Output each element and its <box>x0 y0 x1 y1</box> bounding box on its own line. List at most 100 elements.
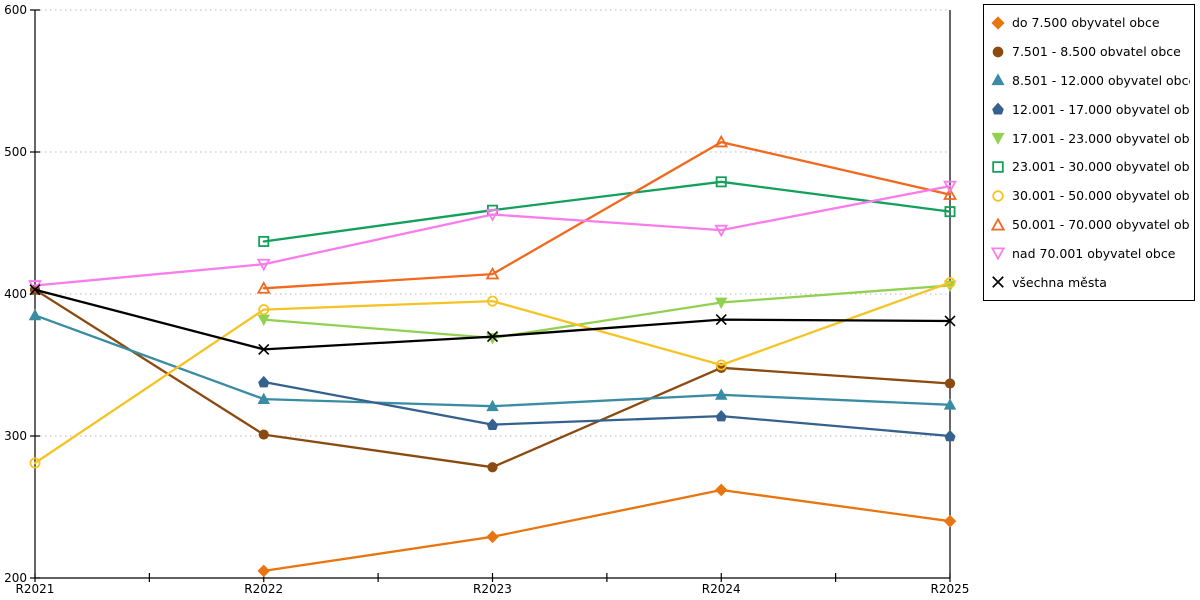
x-tick-label: R2023 <box>473 582 512 596</box>
diamond-marker-icon <box>714 483 728 497</box>
square-marker-icon <box>258 235 270 247</box>
triangle-up-legend-marker-icon <box>991 73 1005 87</box>
series-line-7 <box>262 140 952 290</box>
legend-label: 30.001 - 50.000 obyvatel obc... <box>1012 188 1190 204</box>
pentagon-up-legend-marker-icon <box>991 102 1005 116</box>
series-9 <box>29 284 956 355</box>
x-marker-icon <box>992 276 1004 288</box>
series-0 <box>257 483 957 578</box>
series-1 <box>29 284 956 473</box>
series-8 <box>28 180 957 293</box>
triangle-up-marker-icon <box>991 217 1005 231</box>
y-tick-label: 300 <box>4 429 27 443</box>
circle-legend-marker-icon <box>991 45 1005 59</box>
series-7 <box>256 134 957 294</box>
diamond-marker-icon <box>943 514 957 528</box>
series-line-2 <box>33 314 952 408</box>
x-marker-icon <box>29 284 41 296</box>
triangle-up-marker-icon <box>28 308 42 321</box>
series-6 <box>29 277 956 469</box>
triangle-down-marker-icon <box>715 297 728 309</box>
y-tick-label: 500 <box>4 145 27 159</box>
diamond-legend-marker-icon <box>991 16 1005 30</box>
legend-item-7: 50.001 - 70.000 obyvatel obc... <box>991 212 1190 238</box>
series-line-8 <box>33 184 952 287</box>
circle-marker-icon <box>486 295 498 307</box>
legend-label: 8.501 - 12.000 obyvatel obce <box>1012 72 1190 88</box>
pentagon-up-marker-icon <box>715 409 727 422</box>
series-line-1 <box>33 288 952 469</box>
legend-item-9: všechna města <box>991 269 1190 295</box>
circle-marker-icon <box>715 359 727 371</box>
circle-marker-icon <box>29 457 41 469</box>
legend-label: 17.001 - 23.000 obyvatel obc... <box>1012 130 1190 146</box>
y-tick-label: 400 <box>4 287 27 301</box>
square-marker-icon <box>992 161 1004 173</box>
series-5 <box>258 176 956 247</box>
x-tick-label: R2022 <box>244 582 283 596</box>
legend-label: do 7.500 obyvatel obce <box>1012 15 1160 31</box>
triangle-down-marker-icon <box>991 132 1005 145</box>
series-3 <box>258 375 956 442</box>
x-tick-label: R2021 <box>16 582 55 596</box>
triangle-down-marker-icon <box>485 209 500 222</box>
triangle-down-legend-marker-icon <box>991 131 1005 145</box>
triangle-up-marker-icon <box>715 388 728 400</box>
triangle-up-marker-icon <box>943 398 957 410</box>
circle-marker-icon <box>258 304 270 316</box>
legend-label: 23.001 - 30.000 obyvatel obc... <box>1012 159 1190 175</box>
triangle-up-marker-icon <box>486 399 499 412</box>
legend-item-8: nad 70.001 obyvatel obce <box>991 240 1190 266</box>
triangle-up-marker-icon <box>256 281 271 294</box>
x-tick-label: R2025 <box>931 582 970 596</box>
diamond-marker-icon <box>991 16 1005 30</box>
circle-legend-marker-icon <box>991 189 1005 203</box>
legend-label: všechna města <box>1012 274 1107 290</box>
legend-item-6: 30.001 - 50.000 obyvatel obc... <box>991 183 1190 209</box>
legend-item-1: 7.501 - 8.500 obvatel obce <box>991 39 1190 65</box>
circle-marker-icon <box>944 378 956 389</box>
legend-label: 12.001 - 17.000 obyvatel obc... <box>1012 101 1190 117</box>
series-2 <box>28 308 957 412</box>
y-tick-label: 200 <box>4 571 27 585</box>
triangle-down-marker-icon <box>943 180 957 194</box>
triangle-up-marker-icon <box>943 187 957 200</box>
square-marker-icon <box>715 176 727 188</box>
triangle-up-marker-icon <box>485 266 500 280</box>
pentagon-up-marker-icon <box>992 102 1004 115</box>
circle-marker-icon <box>992 46 1004 57</box>
series-line-4 <box>262 284 952 340</box>
legend-item-4: 17.001 - 23.000 obyvatel obc... <box>991 125 1190 151</box>
pentagon-up-marker-icon <box>944 429 956 442</box>
triangle-down-marker-icon <box>257 314 270 326</box>
triangle-up-marker-icon <box>991 73 1005 86</box>
circle-marker-icon <box>992 189 1004 202</box>
triangle-up-marker-icon <box>714 134 729 148</box>
legend-label: 7.501 - 8.500 obvatel obce <box>1012 44 1181 60</box>
diamond-marker-icon <box>486 530 499 544</box>
x-marker-icon <box>944 315 956 327</box>
legend-label: nad 70.001 obyvatel obce <box>1012 245 1176 261</box>
series-line-0 <box>262 488 952 573</box>
triangle-up-legend-marker-icon <box>991 217 1005 232</box>
series-line-6 <box>33 281 952 465</box>
diamond-marker-icon <box>257 564 271 578</box>
triangle-down-marker-icon <box>714 224 729 238</box>
x-legend-marker-icon <box>991 275 1005 289</box>
legend-item-5: 23.001 - 30.000 obyvatel obc... <box>991 154 1190 180</box>
x-marker-icon <box>486 331 499 343</box>
circle-marker-icon <box>944 277 956 289</box>
x-marker-icon <box>715 313 727 326</box>
legend-label: 50.001 - 70.000 obyvatel obc... <box>1012 217 1190 232</box>
triangle-down-marker-icon <box>256 258 271 272</box>
pentagon-up-marker-icon <box>258 375 270 388</box>
triangle-down-marker-icon <box>991 247 1005 261</box>
x-marker-icon <box>258 343 270 355</box>
triangle-down-legend-marker-icon <box>991 246 1005 261</box>
y-tick-label: 600 <box>4 3 27 17</box>
series-line-3 <box>262 380 952 438</box>
legend-item-2: 8.501 - 12.000 obyvatel obce <box>991 67 1190 93</box>
triangle-up-marker-icon <box>257 392 270 404</box>
